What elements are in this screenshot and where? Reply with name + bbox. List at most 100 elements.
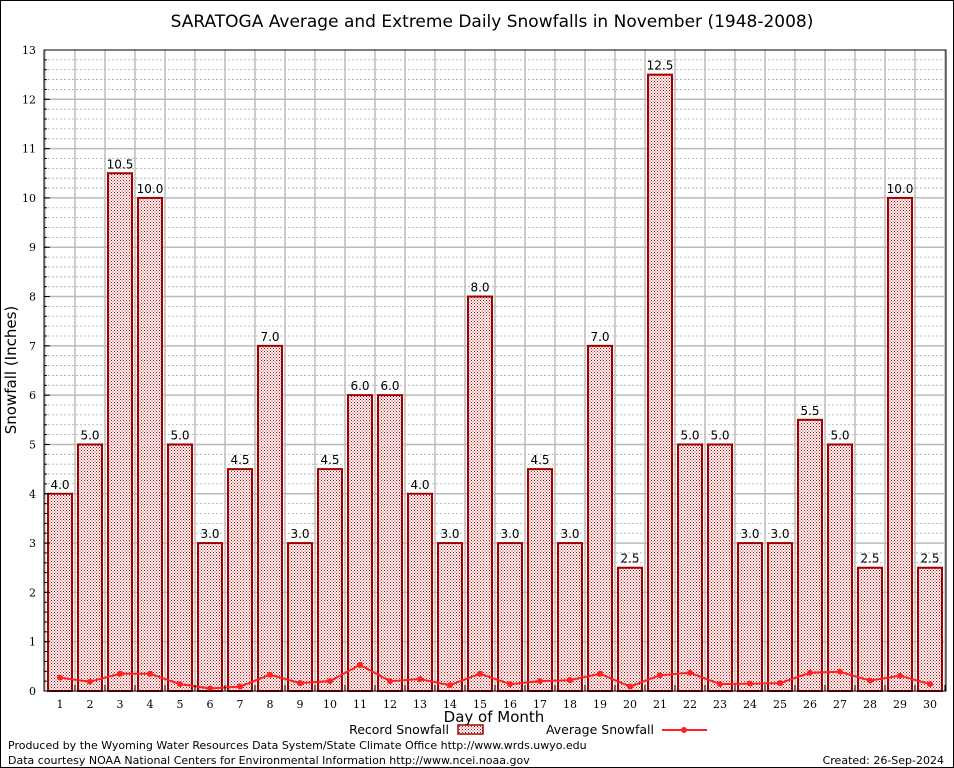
average-point-day-30 [927,681,933,688]
x-tick-label: 8 [267,698,274,711]
y-tick-label: 7 [29,340,36,353]
y-tick-label: 5 [29,438,36,451]
y-tick-label: 10 [22,192,36,205]
average-point-day-21 [657,672,663,679]
bar-label: 4.5 [530,453,549,467]
average-point-day-2 [87,678,93,685]
average-point-day-25 [777,680,783,687]
y-tick-label: 0 [29,685,36,698]
x-tick-label: 24 [743,698,757,711]
bar-day-5 [167,443,193,693]
bar-day-29 [887,196,913,693]
y-tick-label: 2 [29,586,36,599]
average-point-day-7 [237,683,243,690]
bar-label: 5.0 [680,428,699,442]
x-tick-label: 2 [87,698,94,711]
legend-average-label: Average Snowfall [546,722,654,737]
average-point-day-1 [57,674,63,681]
bar-day-22 [677,443,703,693]
bar-day-12 [377,394,403,692]
x-tick-label: 19 [593,698,607,711]
footer-produced: Produced by the Wyoming Water Resources … [8,739,587,752]
x-tick-label: 5 [177,698,184,711]
bar-day-3 [107,172,133,692]
average-point-day-27 [837,668,843,675]
bar-day-6 [197,542,223,692]
average-point-day-20 [627,683,633,690]
bar-day-2 [77,443,103,693]
bar-label: 5.0 [710,428,729,442]
bar-day-26 [797,418,823,692]
footer-created: Created: 26-Sep-2024 [823,754,944,767]
bar-label: 4.0 [410,478,429,492]
x-tick-label: 10 [323,698,337,711]
average-point-day-5 [177,681,183,688]
x-tick-label: 29 [893,698,907,711]
x-tick-label: 30 [923,698,937,711]
average-point-day-22 [687,669,693,676]
average-point-day-24 [747,680,753,687]
x-tick-label: 25 [773,698,787,711]
bar-day-15 [467,295,493,692]
bar-label: 3.0 [200,527,219,541]
bar-label: 6.0 [380,379,399,393]
average-point-day-12 [387,678,393,685]
bar-label: 2.5 [620,552,639,566]
y-tick-label: 12 [22,93,36,106]
bar-day-25 [767,542,793,692]
average-point-day-14 [447,682,453,689]
bar-label: 3.0 [740,527,759,541]
average-point-day-28 [867,677,873,684]
bar-label: 7.0 [590,330,609,344]
x-tick-label: 22 [683,698,697,711]
bar-label: 8.0 [470,281,489,295]
bar-label: 4.0 [50,478,69,492]
average-point-day-23 [717,681,723,688]
bars: 4.0 5.0 10.510.0 5.0 3.0 4.5 7.0 3.0 4.5 6.0 6.0 4.… [47,59,943,693]
y-tick-label: 8 [29,291,36,304]
bar-label: 6.0 [350,379,369,393]
y-tick-label: 4 [29,488,36,501]
legend: Record Snowfall Average Snowfall [349,722,707,737]
bar-label: 3.0 [500,527,519,541]
average-point-day-26 [807,669,813,676]
bar-day-8 [257,344,283,692]
average-point-day-8 [267,671,273,678]
x-tick-label: 23 [713,698,727,711]
average-point-day-19 [597,670,603,677]
x-tick-label: 13 [413,698,427,711]
average-point-day-10 [327,678,333,685]
bar-label: 10.5 [107,157,134,171]
y-tick-label: 6 [29,389,36,402]
average-point-day-15 [477,670,483,677]
x-tick-label: 14 [443,698,457,711]
x-tick-label: 9 [297,698,304,711]
x-tick-label: 26 [803,698,817,711]
x-tick-label: 27 [833,698,847,711]
legend-average-marker [681,727,687,733]
x-tick-label: 1 [57,698,64,711]
bar-day-23 [707,443,733,693]
x-tick-label: 11 [353,698,367,711]
bar-label: 3.0 [290,527,309,541]
x-tick-label: 20 [623,698,637,711]
average-point-day-13 [417,676,423,683]
y-tick-label: 13 [22,44,36,57]
bar-day-7 [227,468,253,692]
average-point-day-17 [537,678,543,685]
bar-label: 5.0 [830,428,849,442]
bar-label: 4.5 [320,453,339,467]
average-polyline [59,663,931,690]
bar-label: 10.0 [137,182,164,196]
x-tick-label: 16 [503,698,517,711]
bar-label: 3.0 [770,527,789,541]
average-point-day-9 [297,680,303,687]
average-point-day-6 [207,685,213,692]
chart-title: SARATOGA Average and Extreme Daily Snowf… [171,12,814,32]
bar-day-28 [857,566,883,693]
bar-day-24 [737,542,763,692]
bar-day-17 [527,468,553,692]
bar-day-19 [587,344,613,692]
